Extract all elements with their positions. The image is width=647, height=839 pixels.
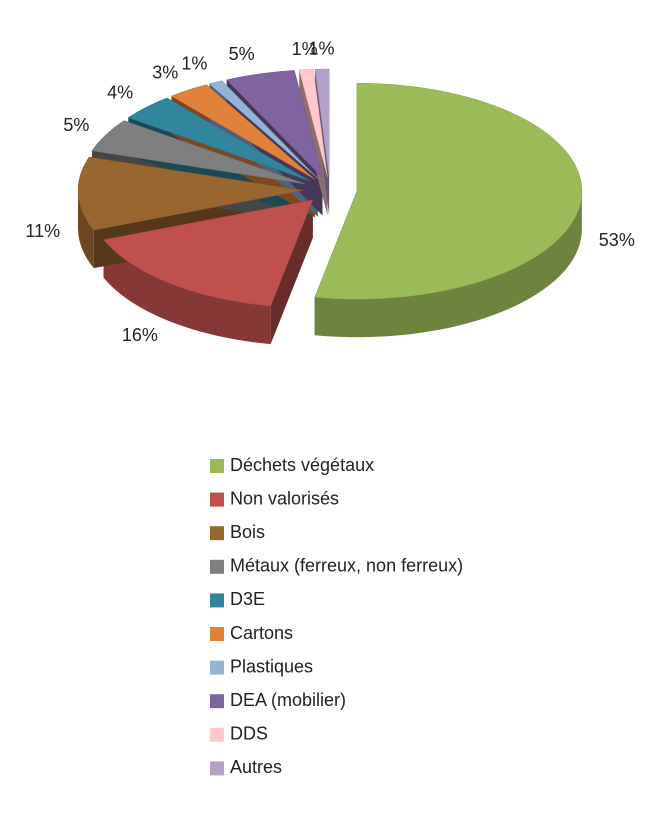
legend-swatch	[210, 559, 224, 574]
slice	[170, 84, 315, 180]
slice	[91, 120, 307, 185]
data-label: 4%	[107, 83, 133, 103]
legend-label: Non valorisés	[230, 488, 339, 508]
slice-side	[314, 191, 582, 338]
legend-label: DEA (mobilier)	[230, 690, 346, 710]
slice	[314, 68, 330, 178]
legend-swatch	[210, 593, 224, 608]
legend-swatch	[210, 660, 224, 675]
legend-swatch	[210, 526, 224, 541]
legend-label: Déchets végétaux	[230, 455, 374, 475]
data-label: 11%	[25, 221, 60, 241]
legend-swatch	[210, 694, 224, 709]
slice-side	[78, 190, 94, 269]
legend-label: Autres	[230, 757, 282, 777]
legend-label: Métaux (ferreux, non ferreux)	[230, 556, 463, 576]
data-label: 1%	[292, 39, 318, 59]
slice	[208, 80, 318, 179]
slice	[77, 156, 304, 231]
data-label: 1%	[309, 38, 335, 58]
legend-label: DDS	[230, 724, 268, 744]
legend-label: Cartons	[230, 623, 293, 643]
legend-swatch	[210, 627, 224, 641]
slice	[226, 70, 323, 179]
data-label: 5%	[63, 115, 89, 135]
data-label: 5%	[229, 44, 255, 64]
data-label: 1%	[181, 54, 207, 74]
data-label: 16%	[122, 325, 158, 345]
legend-label: Bois	[230, 522, 265, 542]
slice-side	[103, 239, 271, 345]
legend-swatch	[210, 492, 224, 507]
legend-swatch	[210, 459, 224, 473]
data-label: 53%	[599, 230, 635, 250]
legend-label: Plastiques	[230, 656, 313, 676]
legend-label: D3E	[230, 589, 265, 609]
slice	[314, 82, 583, 300]
legend-swatch	[210, 761, 224, 776]
slice	[298, 69, 328, 178]
slice	[127, 97, 311, 182]
slice	[103, 199, 314, 307]
data-label: 3%	[152, 63, 178, 83]
legend-swatch	[210, 727, 224, 742]
